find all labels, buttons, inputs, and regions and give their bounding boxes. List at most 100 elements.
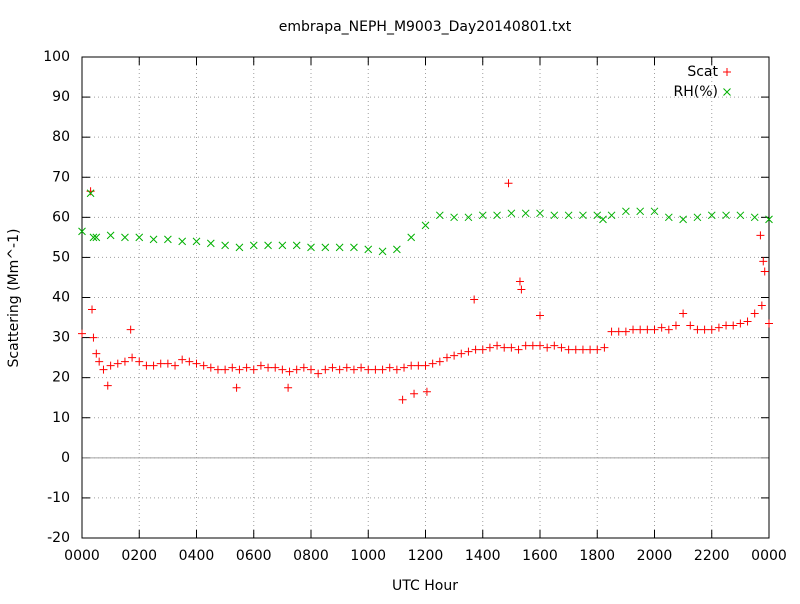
data-point	[92, 233, 101, 242]
data-point	[536, 209, 544, 218]
data-point	[621, 327, 630, 336]
data-point	[206, 363, 215, 372]
data-point	[756, 231, 765, 240]
data-point	[579, 211, 587, 220]
data-point	[126, 325, 135, 334]
data-point	[292, 365, 301, 374]
data-point	[271, 363, 280, 372]
data-point	[371, 365, 380, 374]
data-point	[493, 341, 502, 350]
data-point	[321, 365, 330, 374]
data-point	[307, 365, 315, 374]
data-point	[693, 213, 702, 222]
data-point	[593, 211, 602, 220]
y-tick-label: 100	[43, 49, 70, 65]
data-point	[450, 351, 459, 360]
data-point	[121, 233, 129, 242]
data-point	[149, 361, 158, 370]
x-tick-label: 1400	[465, 548, 501, 564]
data-point	[485, 343, 494, 352]
data-point	[693, 325, 702, 334]
data-point	[599, 215, 607, 224]
data-point	[707, 211, 716, 220]
data-point	[614, 327, 623, 336]
y-tick-label: 60	[52, 209, 70, 225]
data-point	[457, 349, 466, 358]
data-point	[750, 309, 759, 318]
data-point	[163, 359, 172, 368]
data-point	[471, 345, 480, 354]
data-point	[521, 209, 530, 218]
plot-frame	[81, 56, 770, 539]
y-tick-label: 0	[61, 450, 70, 466]
data-point	[350, 243, 358, 252]
data-point	[221, 365, 230, 374]
data-point	[517, 285, 526, 294]
data-point	[700, 325, 709, 334]
data-point	[600, 343, 609, 352]
data-point	[171, 361, 180, 370]
data-point	[285, 367, 294, 376]
y-axis-label: Scattering (Mm^-1)	[6, 229, 22, 368]
data-point	[378, 247, 387, 256]
data-point	[759, 257, 768, 266]
data-point	[235, 243, 244, 252]
data-point	[450, 213, 458, 222]
data-point	[650, 325, 659, 334]
data-point	[335, 365, 344, 374]
data-point	[120, 357, 129, 366]
data-point	[364, 365, 373, 374]
data-point	[414, 361, 423, 370]
data-point	[349, 365, 358, 374]
data-point	[636, 325, 645, 334]
data-point	[564, 211, 573, 220]
data-point	[278, 365, 287, 374]
data-point	[435, 211, 444, 220]
data-point	[92, 349, 101, 358]
data-point	[478, 211, 487, 220]
data-point	[284, 383, 293, 392]
legend-marker	[723, 68, 731, 76]
data-point	[149, 235, 158, 244]
data-point	[571, 345, 580, 354]
data-point	[199, 361, 208, 370]
data-point	[679, 215, 687, 224]
data-point	[736, 211, 745, 220]
data-point	[686, 321, 695, 330]
data-point	[528, 341, 537, 350]
x-tick-label: 1000	[350, 548, 386, 564]
x-tick-label: 1800	[579, 548, 615, 564]
data-point	[299, 363, 308, 372]
data-point	[128, 353, 137, 362]
data-point	[578, 345, 587, 354]
data-point	[264, 241, 272, 250]
y-tick-label: 10	[52, 410, 70, 426]
data-point	[435, 357, 444, 366]
data-point	[722, 211, 730, 220]
data-point	[707, 325, 716, 334]
data-point	[249, 365, 258, 374]
data-point	[292, 241, 301, 250]
data-point	[278, 241, 287, 250]
data-point	[464, 347, 473, 356]
legend-label: RH(%)	[674, 84, 718, 100]
data-point	[142, 361, 151, 370]
data-point	[679, 309, 688, 318]
data-point	[557, 343, 566, 352]
data-point	[378, 365, 387, 374]
data-point	[464, 213, 473, 222]
data-point	[393, 245, 401, 254]
data-point	[729, 321, 738, 330]
data-point	[314, 369, 323, 378]
data-point	[156, 359, 165, 368]
data-point	[442, 353, 451, 362]
data-point	[421, 221, 430, 230]
legend-marker	[723, 88, 731, 96]
data-point	[178, 355, 187, 364]
x-tick-label: 0400	[179, 548, 215, 564]
data-point	[493, 211, 501, 220]
data-point	[398, 395, 407, 404]
data-point	[192, 237, 201, 246]
data-point	[164, 235, 172, 244]
